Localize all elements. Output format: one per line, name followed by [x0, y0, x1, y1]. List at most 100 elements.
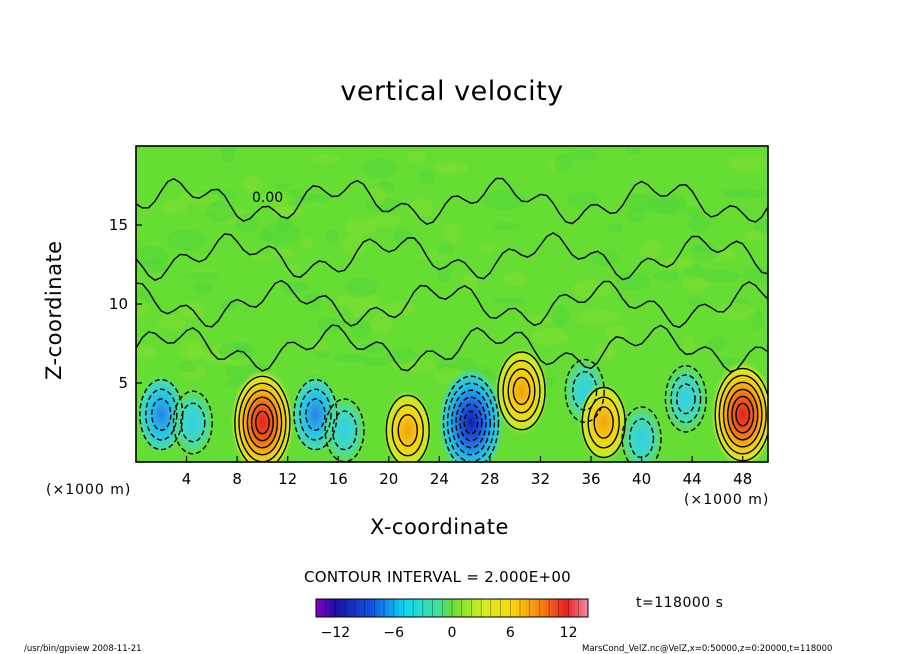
field-texture — [708, 336, 727, 351]
field-texture — [333, 353, 368, 363]
field-texture — [566, 191, 602, 209]
contour-line — [397, 414, 418, 447]
velocity-cell — [321, 393, 368, 462]
zero-contour — [136, 324, 768, 373]
contour-line — [512, 376, 531, 406]
field-texture — [531, 328, 569, 346]
contour-line — [234, 375, 291, 462]
contour-line — [246, 396, 279, 449]
field-texture — [750, 310, 765, 330]
field-texture — [658, 256, 697, 270]
z-tick-label: 10 — [109, 295, 128, 313]
field-texture — [178, 302, 205, 320]
contour-line — [502, 359, 541, 422]
field-texture — [179, 361, 198, 373]
field-texture — [744, 230, 765, 241]
chart-title: vertical velocity — [340, 76, 564, 107]
x-axis-label: X-coordinate — [370, 515, 509, 539]
contour-line — [507, 368, 536, 414]
field-texture — [313, 349, 330, 359]
field-texture — [503, 271, 528, 287]
field-texture — [725, 188, 768, 199]
field-texture — [461, 272, 478, 294]
contour-line — [670, 374, 702, 424]
field-texture — [261, 193, 296, 203]
zero-contour — [136, 279, 768, 329]
x-tick-label: 36 — [581, 470, 600, 488]
field-texture — [728, 154, 768, 173]
field-texture — [434, 161, 469, 175]
velocity-cell — [618, 401, 665, 462]
velocity-cell — [710, 360, 768, 462]
field-texture — [342, 235, 365, 256]
velocity-field — [136, 146, 768, 462]
colorbar-tick-label: 6 — [506, 625, 515, 641]
x-tick-label: 48 — [733, 470, 752, 488]
field-texture — [742, 267, 768, 283]
contour-line — [459, 403, 483, 442]
field-texture — [624, 207, 646, 223]
field-texture — [192, 266, 218, 273]
field-texture — [577, 309, 620, 326]
field-texture — [407, 150, 426, 163]
x-tick-label: 4 — [182, 470, 192, 488]
contour-line — [299, 388, 332, 441]
field-texture — [192, 280, 212, 294]
contour-line — [587, 396, 620, 449]
contour-line — [731, 395, 755, 434]
x-unit-left: (×1000 m) — [46, 482, 132, 498]
colorbar-tick-label: 0 — [448, 625, 457, 641]
colorbar-tick-label: −6 — [383, 625, 404, 641]
contour-line — [385, 394, 430, 462]
field-texture — [256, 230, 273, 242]
field-texture — [492, 222, 521, 231]
contour-line — [621, 406, 662, 462]
contour-line — [442, 375, 500, 462]
contour-line — [254, 410, 270, 435]
field-texture — [682, 333, 695, 354]
x-tick-label: 16 — [329, 470, 348, 488]
field-texture — [236, 213, 258, 233]
field-texture — [344, 277, 378, 298]
field-texture — [251, 254, 274, 262]
contour-line — [145, 388, 178, 441]
field-texture — [385, 347, 417, 364]
field-texture — [189, 342, 202, 361]
contour-line — [172, 390, 213, 455]
field-texture — [166, 229, 206, 251]
field-texture — [492, 297, 526, 305]
field-texture — [299, 194, 333, 202]
contour-line — [722, 381, 763, 448]
field-texture — [691, 242, 720, 261]
field-texture — [437, 266, 450, 283]
field-texture — [625, 146, 642, 155]
contour-interval: CONTOUR INTERVAL = 2.000E+00 — [304, 568, 572, 586]
field-texture — [687, 214, 711, 233]
y-axis-label: Z-coordinate — [42, 240, 66, 380]
contour-line — [735, 402, 751, 427]
field-texture — [551, 305, 570, 328]
velocity-cell — [438, 368, 504, 462]
field-texture — [681, 275, 710, 294]
x-tick-label: 24 — [430, 470, 449, 488]
field-texture — [568, 149, 600, 161]
contour-line — [391, 404, 424, 457]
field-texture — [615, 272, 651, 291]
contour-line — [463, 410, 479, 435]
colorbar-tick-label: −12 — [321, 625, 351, 641]
field-texture — [366, 215, 403, 226]
field-texture — [344, 218, 376, 237]
footer-right: MarsCond_VelZ.nc@VelZ,x=0:50000,z=0:2000… — [582, 644, 833, 654]
contour-line — [572, 370, 598, 411]
velocity-cell — [493, 345, 550, 437]
contour-line — [451, 389, 491, 456]
field-texture — [554, 153, 573, 172]
x-tick-label: 28 — [480, 470, 499, 488]
contour-line — [664, 364, 707, 433]
zero-contour — [136, 177, 768, 225]
contour-line — [564, 358, 605, 423]
field-texture — [363, 158, 398, 179]
contour-lines — [136, 177, 768, 462]
